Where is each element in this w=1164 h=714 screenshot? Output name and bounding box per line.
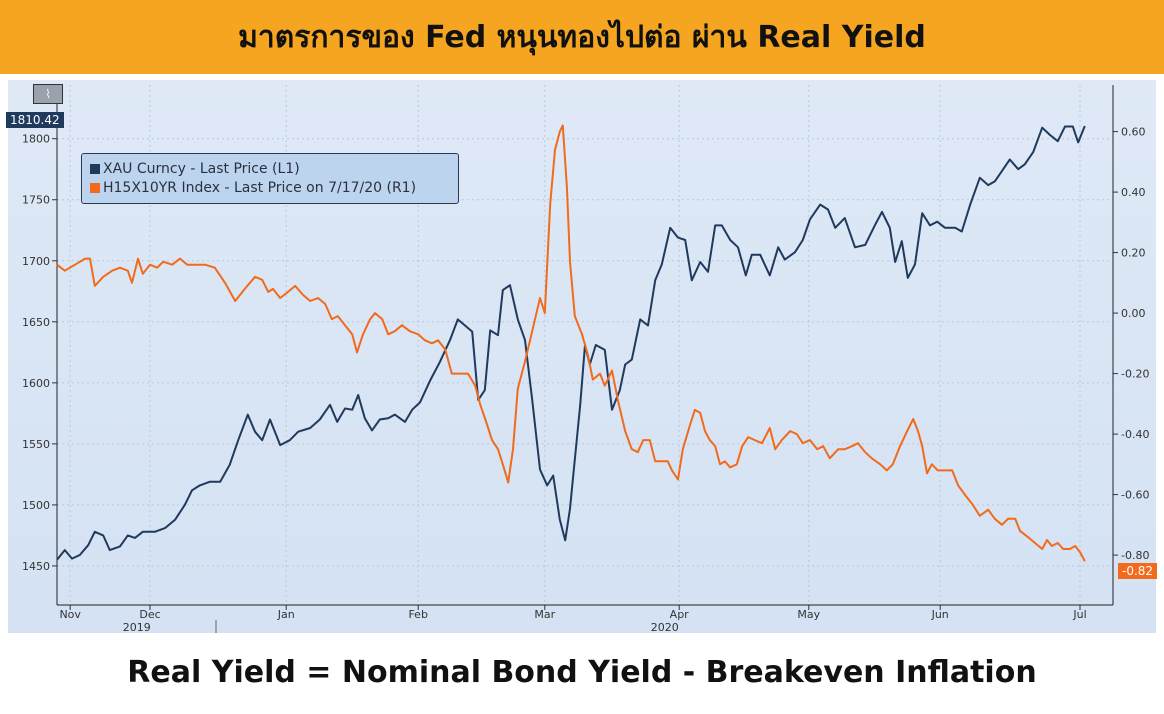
legend: XAU Curncy - Last Price (L1) H15X10YR In… — [81, 153, 459, 204]
legend-item-gold: XAU Curncy - Last Price (L1) — [90, 160, 458, 179]
x-tick-label: Jan — [277, 608, 295, 621]
x-tick-label: Jun — [931, 608, 949, 621]
x-tick-label: Nov — [59, 608, 81, 621]
y-right-tick-label: -0.80 — [1121, 549, 1149, 562]
x-tick-label: Apr — [670, 608, 690, 621]
y-right-tick-label: -0.40 — [1121, 428, 1149, 441]
y-left-tick-label: 1550 — [22, 438, 50, 451]
x-tick-label: Feb — [408, 608, 427, 621]
y-right-tick-label: 0.00 — [1121, 307, 1146, 320]
x-tick-label: Jul — [1072, 608, 1086, 621]
y-left-tick-label: 1650 — [22, 316, 50, 329]
x-tick-label: Dec — [139, 608, 160, 621]
legend-swatch-gold — [90, 164, 100, 174]
y-right-tick-label: 0.60 — [1121, 126, 1146, 139]
y-left-tick-label: 1750 — [22, 194, 50, 207]
y-left-tick-label: 1500 — [22, 499, 50, 512]
y-right-tick-label: -0.60 — [1121, 489, 1149, 502]
last-value-left-tag: 1810.42 — [6, 112, 64, 128]
page-title: มาตรการของ Fed หนุนทองไปต่อ ผ่าน Real Yi… — [238, 19, 926, 55]
chart-type-icon[interactable]: ⌇ — [33, 84, 63, 104]
x-tick-label: May — [797, 608, 820, 621]
legend-item-yield: H15X10YR Index - Last Price on 7/17/20 (… — [90, 179, 458, 198]
legend-swatch-yield — [90, 183, 100, 193]
legend-label-yield: H15X10YR Index - Last Price on 7/17/20 (… — [103, 180, 417, 196]
y-left-tick-label: 1700 — [22, 255, 50, 268]
title-banner: มาตรการของ Fed หนุนทองไปต่อ ผ่าน Real Yi… — [0, 0, 1164, 74]
gold-price-line — [56, 125, 1086, 561]
last-value-right-tag: -0.82 — [1118, 563, 1158, 579]
series-lines — [56, 124, 1086, 562]
legend-label-gold: XAU Curncy - Last Price (L1) — [103, 161, 300, 177]
year-label: 2020 — [651, 621, 679, 634]
y-right-tick-label: 0.20 — [1121, 247, 1146, 260]
x-tick-label: Mar — [534, 608, 555, 621]
y-left-tick-label: 1600 — [22, 377, 50, 390]
real-yield-formula: Real Yield = Nominal Bond Yield - Breake… — [127, 655, 1037, 690]
y-right-tick-label: 0.40 — [1121, 186, 1146, 199]
real-yield-line — [56, 124, 1086, 562]
axes: Nov Dec Jan Feb Mar Apr May Jun Jul 2019 2020 1450 1… — [22, 85, 1149, 634]
year-label: 2019 — [123, 621, 151, 634]
y-right-tick-label: -0.20 — [1121, 368, 1149, 381]
y-left-tick-label: 1800 — [22, 133, 50, 146]
y-left-tick-label: 1450 — [22, 560, 50, 573]
